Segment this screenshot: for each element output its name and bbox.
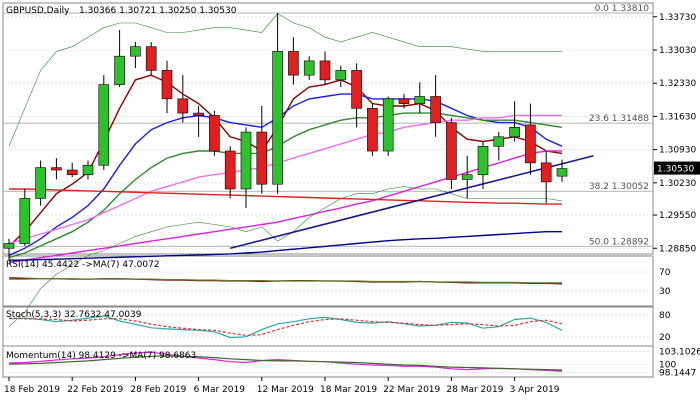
date-label: 6 Mar 2019 [194, 385, 246, 395]
moving-average-overlays [8, 13, 563, 327]
overlay-line-6 [9, 230, 562, 261]
date-label: 22 Mar 2019 [383, 385, 440, 395]
bearish-candle [367, 108, 378, 152]
bearish-candle [540, 162, 552, 183]
bullish-candle [414, 96, 426, 104]
price-tick-label: 1.30930 [659, 146, 696, 156]
date-label: 18 Mar 2019 [320, 385, 377, 395]
date-label: 12 Mar 2019 [257, 385, 314, 395]
date-label: 3 Apr 2019 [510, 385, 560, 395]
rsi-indicator: 70 30 [3, 268, 671, 297]
fib-level-label: 50.0 1.28892 [589, 237, 649, 247]
price-axis: 1.33730 1.33030 1.32330 1.31630 1.30930 1.302… [653, 13, 696, 254]
bullish-candle [35, 167, 46, 199]
candlestick-series [3, 13, 568, 261]
fib-level-label: 38.2 1.30052 [589, 182, 649, 192]
bearish-candle [66, 169, 78, 176]
current-price-label: 1.30530 [657, 165, 694, 175]
price-tick-label: 1.33730 [659, 13, 696, 23]
price-tick-label: 1.29550 [659, 211, 696, 221]
date-label: 28 Feb 2019 [130, 385, 186, 395]
price-panel-frame [2, 2, 654, 255]
overlay-line-7 [8, 13, 562, 147]
stoch-label: Stoch(5,3,3) 32.7632 47.0039 [6, 310, 142, 320]
bearish-candle [351, 70, 362, 109]
date-label: 28 Mar 2019 [446, 385, 503, 395]
bearish-candle [161, 70, 173, 100]
current-price-box [654, 161, 700, 175]
overlay-line-8 [8, 186, 563, 327]
bearish-candle [446, 122, 457, 180]
rsi-label: RSI(14) 45.4422 ->MA(7) 47.0072 [6, 260, 160, 270]
bullish-candle [272, 51, 283, 185]
date-label: 22 Feb 2019 [67, 385, 123, 395]
fib-level-label: 23.6 1.31488 [589, 114, 649, 124]
stoch-series-0 [8, 315, 563, 339]
momentum-tick-label: 98.1447 [659, 368, 696, 378]
bullish-candle [82, 164, 94, 176]
bullish-candle [130, 46, 141, 57]
bearish-candle [319, 60, 331, 81]
momentum-tick-label: 100 [659, 361, 676, 371]
bearish-candle [51, 167, 62, 171]
momentum-tick-label: 103.1026 [659, 348, 700, 358]
bearish-candle [209, 115, 220, 152]
rsi-tick-label: 70 [659, 268, 671, 278]
bullish-candle [240, 131, 252, 190]
ohlc-label: 1.30366 1.30721 1.30250 1.30530 [79, 6, 237, 16]
bullish-candle [98, 84, 110, 166]
bearish-candle [256, 131, 268, 185]
bullish-candle [114, 55, 125, 85]
bearish-candle [193, 112, 204, 116]
rsi-panel-frame [2, 255, 654, 308]
momentum-panel-frame [2, 345, 654, 378]
bearish-candle [177, 98, 189, 114]
rsi-series-1 [9, 278, 562, 284]
overlay-line-5 [9, 188, 562, 205]
stochastic-indicator: 80 20 [3, 311, 671, 343]
bullish-candle [509, 127, 520, 138]
trendline-group [230, 154, 594, 250]
stoch-tick-label: 20 [659, 333, 671, 343]
price-tick-label: 1.30230 [659, 179, 696, 189]
date-axis: 18 Feb 2019 22 Feb 2019 28 Feb 2019 6 Mar 2… [4, 377, 560, 395]
bullish-candle [493, 136, 505, 147]
bullish-candle [461, 174, 473, 180]
symbol-label: GBPUSD,Daily [6, 6, 70, 16]
overlay-line-4 [8, 150, 562, 264]
overlay-line-2 [8, 112, 563, 259]
stoch-tick-label: 80 [659, 311, 671, 321]
bullish-candle [303, 60, 315, 76]
support-trendline [230, 154, 594, 250]
bearish-candle [288, 51, 299, 76]
bearish-candle [525, 124, 536, 164]
bearish-candle [145, 46, 157, 71]
momentum-series-0 [8, 351, 563, 372]
date-label: 18 Feb 2019 [4, 385, 60, 395]
momentum-series-1 [8, 355, 563, 371]
bullish-candle [556, 168, 568, 177]
bearish-candle [224, 150, 236, 190]
bearish-candle [398, 98, 410, 104]
price-tick-label: 1.33030 [659, 46, 696, 56]
price-tick-label: 1.28850 [659, 244, 696, 254]
price-tick-label: 1.31630 [659, 112, 696, 122]
bullish-candle [382, 98, 394, 152]
bullish-candle [477, 145, 489, 176]
bullish-candle [335, 70, 347, 81]
momentum-label: Momentum(14) 98.4129 ->MA(7) 98.6863 [6, 351, 196, 361]
fib-level-label: 0.0 1.33810 [595, 4, 650, 14]
rsi-tick-label: 30 [659, 287, 671, 297]
price-tick-label: 1.32330 [659, 79, 696, 89]
bullish-candle [3, 243, 15, 249]
bullish-candle [19, 198, 31, 244]
stoch-series-1 [8, 317, 563, 337]
bearish-candle [430, 96, 441, 123]
overlay-line-3 [8, 114, 562, 245]
